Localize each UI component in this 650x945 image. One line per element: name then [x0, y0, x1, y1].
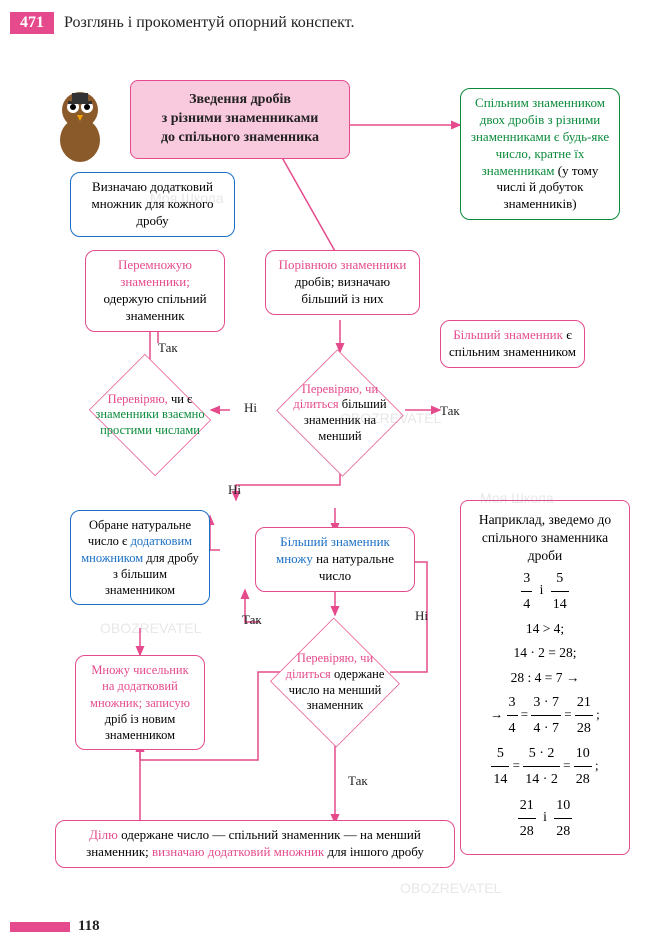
t: Визначаю додатковий множник для кожного … — [92, 179, 214, 228]
title-l3: до спільного знаменника — [161, 130, 319, 145]
coprime-decision: Перевіряю, чи є знаменники взаємно прост… — [85, 360, 215, 470]
title-l1: Зведення дробів — [189, 92, 291, 107]
lbl-no: Ні — [244, 400, 257, 416]
lbl-yes: Так — [348, 773, 368, 789]
lbl-no: Ні — [228, 482, 241, 498]
n: 3 · 7 — [531, 690, 561, 716]
d: 14 — [551, 592, 569, 617]
n: 10 — [554, 793, 572, 819]
n: 5 · 2 — [523, 741, 560, 767]
page-bar — [10, 922, 70, 932]
mult-den-box: Перемножую знаменники; одержую спільний … — [85, 250, 225, 332]
t: 28 : 4 = 7 → — [471, 666, 619, 690]
natmult-box: Більший знаменник множу на натуральне чи… — [255, 527, 415, 592]
ex-intro: Наприклад, зведемо до спільного знаменни… — [471, 511, 619, 566]
t: знаменники взаємно простими числами — [95, 407, 204, 437]
lbl-no: Ні — [415, 608, 428, 624]
t: на натуральне число — [316, 551, 394, 583]
t: 14 · 2 = 28; — [471, 641, 619, 665]
owl-icon — [50, 85, 110, 165]
d: 28 — [554, 819, 572, 844]
lbl-yes: Так — [440, 403, 460, 419]
n: 10 — [574, 741, 592, 767]
t: Спільним знаменником — [475, 95, 605, 110]
n: 21 — [575, 690, 593, 716]
d: 14 · 2 — [523, 767, 560, 792]
common-denom-box: Спільним знаменником двох дробів з різни… — [460, 88, 620, 220]
t: одержую спільний знаменник — [103, 291, 206, 323]
bigger-box: Більший знаменник є спільним знаменником — [440, 320, 585, 368]
t: визначаю додатковий множник — [152, 844, 324, 859]
t: 14 > 4; — [471, 617, 619, 641]
add-mult-box: Визначаю додатковий множник для кожного … — [70, 172, 235, 237]
t: двох дробів з різними знаменниками є буд… — [471, 112, 609, 161]
example-box: Наприклад, зведемо до спільного знаменни… — [460, 500, 630, 855]
t: Перевіряю, — [108, 392, 168, 406]
t: Перемножую знаменники; — [118, 257, 192, 289]
page-n: 118 — [78, 918, 100, 935]
chosen-box: Обране натуральне число є додатковим мно… — [70, 510, 210, 605]
t: і — [540, 582, 544, 597]
flowchart: Зведення дробів з різними знаменниками д… — [0, 50, 650, 915]
d: 4 — [521, 592, 532, 617]
divides2-decision: Перевіряю, чи ділиться одержане число на… — [270, 620, 400, 745]
d: 28 — [518, 819, 536, 844]
task-number: 471 — [10, 12, 54, 34]
t: записую — [145, 696, 190, 710]
d: 4 · 7 — [531, 716, 561, 741]
lbl-yes: Так — [158, 340, 178, 356]
compare-box: Порівнюю знаменники дробів; визначаю біл… — [265, 250, 420, 315]
title-l2: з різними знаменниками — [162, 111, 319, 126]
n: 21 — [518, 793, 536, 819]
title-box: Зведення дробів з різними знаменниками д… — [130, 80, 350, 159]
d: 14 — [491, 767, 509, 792]
n: 5 — [491, 741, 509, 767]
page-number: 118 — [10, 918, 100, 935]
t: і — [543, 809, 547, 824]
t: дробів; визначаю більший із них — [295, 274, 390, 306]
multnum-box: Множу чисельник на додатковий множник; з… — [75, 655, 205, 750]
n: 5 — [551, 566, 569, 592]
divides-decision: Перевіряю, чи ділиться більший знаменник… — [275, 353, 405, 473]
d: 28 — [575, 716, 593, 741]
n: 3 — [521, 566, 532, 592]
t: Порівнюю знаменники — [279, 257, 407, 272]
t: чи є — [168, 392, 193, 406]
t: Ділю — [89, 827, 118, 842]
divide-box: Ділю одержане число — спільний знаменник… — [55, 820, 455, 868]
t: дріб із новим знаменником — [105, 712, 176, 742]
t: для іншого дробу — [324, 844, 424, 859]
d: 28 — [574, 767, 592, 792]
t: Більший знаменник — [453, 327, 566, 342]
lbl-yes: Так — [242, 612, 262, 628]
task-text: Розглянь і прокоментуй опорний конспект. — [64, 14, 354, 32]
d: 4 — [507, 716, 518, 741]
task-header: 471 Розглянь і прокоментуй опорний консп… — [0, 0, 650, 42]
n: 3 — [507, 690, 518, 716]
